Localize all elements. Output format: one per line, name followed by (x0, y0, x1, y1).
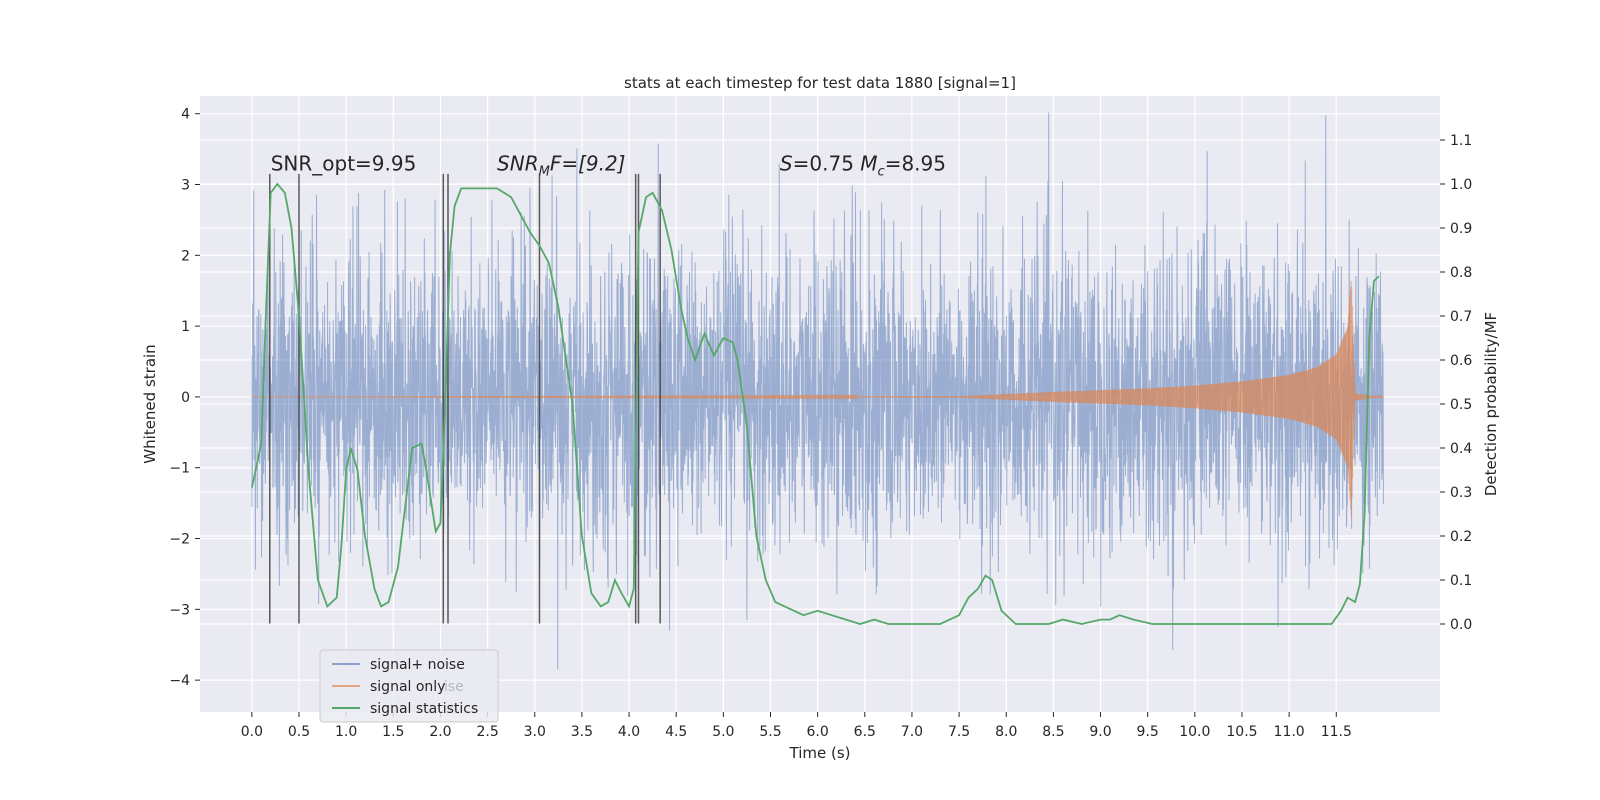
x-tick-label: 5.5 (759, 724, 781, 740)
x-tick-label: 11.5 (1321, 724, 1352, 740)
x-tick-label: 1.0 (335, 724, 357, 740)
y-right-tick-label: 0.3 (1450, 485, 1472, 501)
y-axis-left-ticks: −4 −3 −2 −1 0 1 2 3 4 (169, 107, 200, 689)
series-signal-statistics (250, 182, 1380, 625)
x-tick-label: 9.0 (1089, 724, 1111, 740)
annotation-text: S=0.75 Mc=8.95 (780, 151, 946, 179)
y-tick-label: −1 (169, 461, 190, 477)
x-tick-label: 4.0 (618, 724, 640, 740)
y-right-tick-label: 0.0 (1450, 617, 1472, 633)
x-tick-label: 8.5 (1042, 724, 1064, 740)
legend: ise signal+ noise signal only signal sta… (319, 649, 499, 723)
y-axis-right-label: Detection probability/MF (1482, 312, 1500, 496)
legend-label-signal-noise: signal+ noise (370, 657, 465, 673)
annotation-text: SNR_opt=9.95 (271, 151, 417, 175)
x-axis-label: Time (s) (789, 744, 851, 762)
x-tick-label: 6.5 (854, 724, 876, 740)
x-tick-label: 0.5 (288, 724, 310, 740)
signal-noise-trace (251, 112, 1384, 670)
y-right-tick-label: 0.7 (1450, 309, 1472, 325)
y-tick-label: −3 (169, 602, 190, 618)
legend-box (319, 649, 499, 723)
y-right-tick-label: 0.8 (1450, 265, 1472, 281)
x-tick-label: 10.0 (1179, 724, 1210, 740)
signal-only-trace (251, 280, 1384, 518)
y-right-tick-label: 0.2 (1450, 529, 1472, 545)
x-tick-label: 9.5 (1137, 724, 1159, 740)
x-tick-label: 3.0 (524, 724, 546, 740)
y-right-tick-label: 0.1 (1450, 573, 1472, 589)
x-tick-label: 3.5 (571, 724, 593, 740)
y-right-tick-label: 1.1 (1450, 133, 1472, 149)
x-tick-label: 4.5 (665, 724, 687, 740)
x-tick-label: 11.0 (1274, 724, 1305, 740)
legend-label-signal-only: signal only (370, 679, 445, 695)
y-tick-label: 0 (181, 390, 190, 406)
x-tick-label: 2.0 (429, 724, 451, 740)
y-tick-label: −4 (169, 673, 190, 689)
y-right-tick-label: 0.4 (1450, 441, 1472, 457)
x-tick-label: 0.0 (241, 724, 263, 740)
y-right-tick-label: 0.6 (1450, 353, 1472, 369)
y-tick-label: 3 (181, 178, 190, 194)
x-tick-label: 1.5 (382, 724, 404, 740)
y-tick-label: 4 (181, 107, 190, 123)
y-tick-label: 2 (181, 248, 190, 264)
x-tick-label: 8.0 (995, 724, 1017, 740)
y-tick-label: 1 (181, 319, 190, 335)
x-tick-label: 5.0 (712, 724, 734, 740)
legend-ghost-text: ise (444, 679, 464, 695)
legend-label-signal-statistics: signal statistics (370, 701, 478, 717)
y-right-tick-label: 1.0 (1450, 177, 1472, 193)
y-right-tick-label: 0.9 (1450, 221, 1472, 237)
x-tick-label: 7.5 (948, 724, 970, 740)
annotations: SNR_opt=9.95 SNRMF=[9.2] S=0.75 Mc=8.95 (271, 151, 946, 179)
y-axis-right-ticks: 0.0 0.1 0.2 0.3 0.4 0.5 0.6 0.7 0.8 0.9 1.0 1.1 (1440, 133, 1472, 633)
series-signal-noise (251, 112, 1384, 670)
chart-title: stats at each timestep for test data 188… (624, 74, 1016, 92)
x-tick-label: 6.0 (807, 724, 829, 740)
x-axis-ticks: 0.0 0.5 1.0 1.5 2.0 2.5 3.0 3.5 4.0 4.5 5.0 5.5 6.0 6… (241, 712, 1352, 740)
x-tick-label: 2.5 (476, 724, 498, 740)
annotation-text: SNRMF=[9.2] (497, 151, 625, 179)
series-signal-only (251, 280, 1384, 518)
y-tick-label: −2 (169, 532, 190, 548)
x-tick-label: 10.5 (1226, 724, 1257, 740)
y-axis-left-label: Whitened strain (141, 344, 159, 463)
x-tick-label: 7.0 (901, 724, 923, 740)
y-right-tick-label: 0.5 (1450, 397, 1472, 413)
signal-statistics-line (250, 182, 1380, 625)
